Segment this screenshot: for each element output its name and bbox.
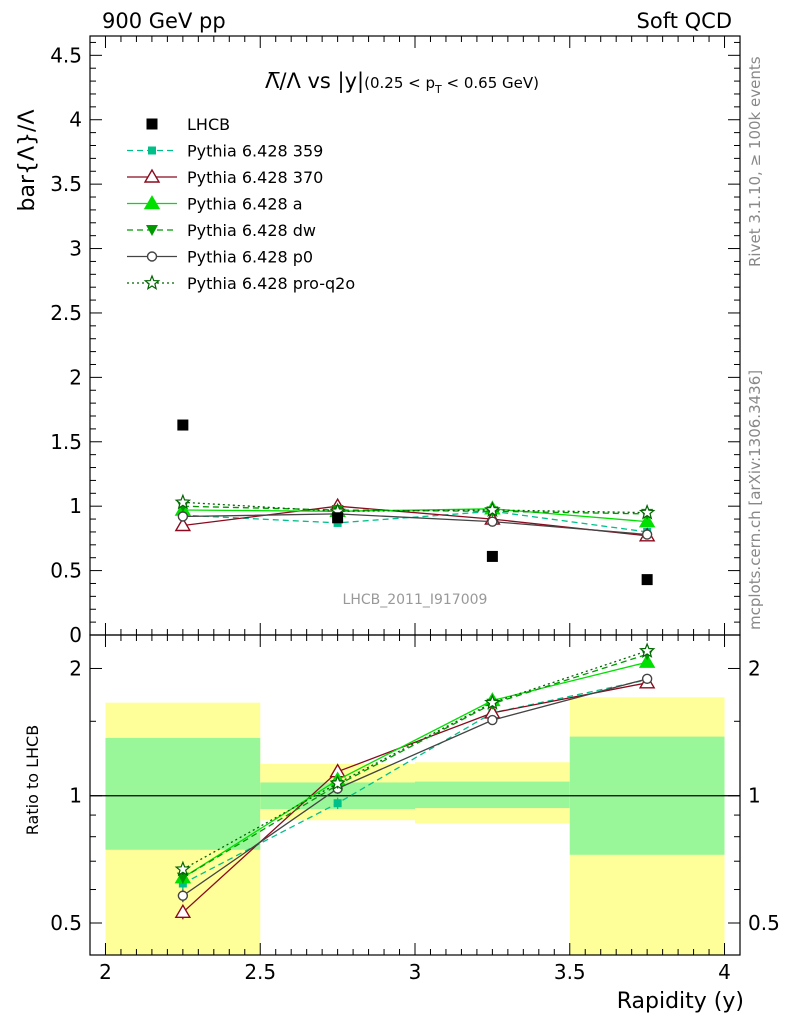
lhcb-data-point bbox=[332, 512, 344, 524]
x-tick-label: 3.5 bbox=[554, 960, 586, 984]
ratio-point bbox=[638, 653, 656, 668]
ratio-point bbox=[638, 642, 656, 658]
y-tick-label: 4 bbox=[69, 108, 82, 132]
lhcb-data-point bbox=[486, 550, 498, 562]
y-tick-label: 0.5 bbox=[50, 911, 82, 935]
legend-marker bbox=[148, 146, 156, 155]
ratio-series-layer bbox=[174, 642, 656, 920]
data-point bbox=[174, 517, 192, 532]
data-point bbox=[487, 516, 498, 527]
y-tick-label: 1 bbox=[69, 494, 82, 518]
ratio-point bbox=[487, 714, 498, 726]
ratio-point bbox=[174, 903, 192, 918]
legend-marker bbox=[143, 274, 161, 291]
legend-label: Pythia 6.428 370 bbox=[187, 168, 323, 187]
data-point bbox=[177, 511, 189, 522]
ratio-point bbox=[333, 799, 342, 808]
legend-marker bbox=[143, 168, 161, 183]
x-tick-label: 2 bbox=[99, 960, 112, 984]
legend-label: LHCB bbox=[187, 115, 230, 134]
band-inner bbox=[105, 737, 261, 850]
y-tick-label-right: 2 bbox=[748, 656, 761, 680]
series-line bbox=[182, 513, 648, 536]
ratio-point bbox=[641, 673, 653, 685]
y-tick-label: 2 bbox=[69, 656, 82, 680]
series-layer bbox=[174, 419, 656, 586]
legend-marker bbox=[146, 225, 158, 236]
main-plot: 0 0.5 1 1.5 2 2.5 3 3.5 4 4.5 bar{Λ}/Λ Λ̅/Λ vs |y|(… bbox=[15, 35, 741, 647]
ratio-point bbox=[484, 694, 501, 710]
legend-label: Pythia 6.428 a bbox=[187, 195, 303, 214]
lhcb-data-point bbox=[641, 574, 653, 586]
y-tick-label-right: 1 bbox=[748, 784, 761, 808]
analysis-watermark: LHCB_2011_I917009 bbox=[343, 592, 488, 608]
ratio-point bbox=[176, 872, 189, 884]
y-tick-label: 0.5 bbox=[50, 559, 82, 583]
legend-label: Pythia 6.428 359 bbox=[187, 142, 323, 161]
ratio-series-line bbox=[182, 679, 648, 885]
ratio-series-line bbox=[182, 678, 648, 897]
series-line bbox=[182, 505, 648, 515]
y-tick-label: 0 bbox=[69, 623, 82, 647]
ratio-axis-label: Ratio to LHCB bbox=[23, 725, 42, 835]
y-tick-label: 2.5 bbox=[50, 301, 82, 325]
ratio-point bbox=[174, 860, 192, 877]
ratio-series-line bbox=[182, 653, 648, 879]
rivet-label: Rivet 3.1.10, ≥ 100k events bbox=[746, 56, 764, 267]
legend-label: Pythia 6.428 pro-q2o bbox=[187, 274, 355, 293]
legend-marker bbox=[146, 118, 158, 130]
y-tick-label: 3 bbox=[69, 237, 82, 261]
x-tick-label: 3 bbox=[409, 960, 422, 984]
y-tick-label: 2 bbox=[69, 365, 82, 389]
data-point bbox=[174, 493, 192, 510]
y-tick-label: 1.5 bbox=[50, 430, 82, 454]
y-tick-label: 3.5 bbox=[50, 172, 82, 196]
y-tick-label-right: 0.5 bbox=[748, 911, 780, 935]
ratio-point bbox=[177, 890, 189, 901]
legend-label: Pythia 6.428 p0 bbox=[187, 248, 313, 267]
legend-label: Pythia 6.428 dw bbox=[187, 221, 316, 240]
y-tick-label: 4.5 bbox=[50, 43, 82, 67]
x-axis-label: Rapidity (y) bbox=[617, 989, 744, 1014]
ratio-point bbox=[329, 774, 346, 791]
legend-marker bbox=[143, 195, 161, 210]
data-point bbox=[638, 503, 656, 520]
ratio-series-line bbox=[182, 661, 648, 879]
legend-marker bbox=[146, 251, 158, 262]
x-tick-label: 2.5 bbox=[244, 960, 276, 984]
y-tick-label: 1 bbox=[69, 784, 82, 808]
lhcb-data-point bbox=[177, 419, 189, 431]
data-point bbox=[641, 529, 653, 540]
header-right: Soft QCD bbox=[637, 9, 732, 33]
data-point bbox=[484, 501, 501, 518]
mcplots-label: mcplots.cern.ch [arXiv:1306.3436] bbox=[746, 370, 764, 630]
plot-title: Λ̅/Λ vs |y|(0.25 < pT < 0.65 GeV) bbox=[265, 69, 539, 96]
data-point bbox=[638, 513, 656, 528]
y-axis-label: bar{Λ}/Λ bbox=[15, 110, 40, 212]
ratio-plot: 0.5 0.5 1 1 2 2 2 2.5 3 3.5 4 Rapidity (y) Ratio to … bbox=[23, 634, 780, 1014]
header-left: 900 GeV pp bbox=[102, 9, 226, 33]
x-tick-label: 4 bbox=[718, 960, 731, 984]
band-inner bbox=[415, 781, 570, 809]
